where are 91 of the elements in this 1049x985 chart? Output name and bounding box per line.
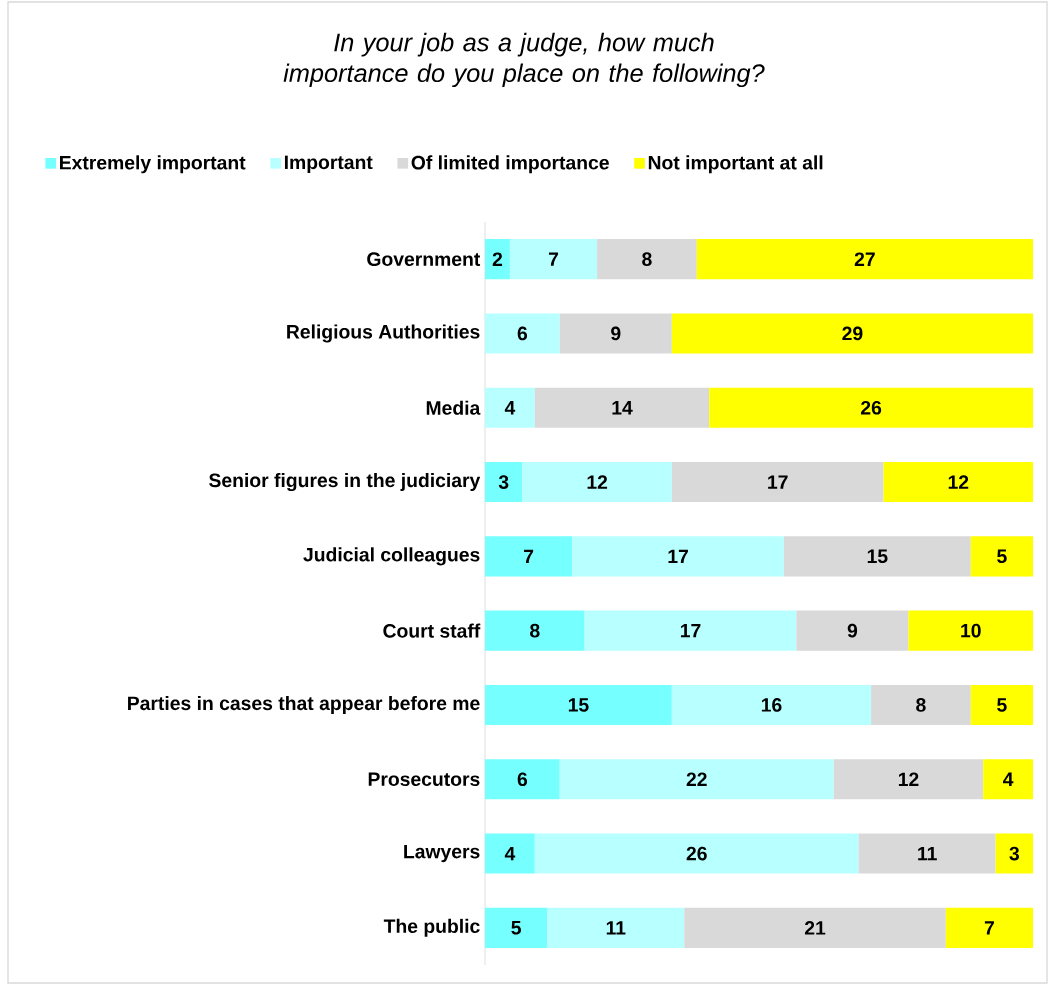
data-label: 22 (686, 772, 707, 787)
bar (485, 239, 510, 280)
y-tick-label: Parties in cases that appear before me (128, 695, 480, 714)
bar (883, 461, 1034, 503)
y-tick-label: Lawyers (404, 844, 480, 863)
data-label: 15 (568, 698, 589, 712)
data-label: 17 (768, 475, 788, 489)
chart-title: In your job as a judge, how much importance do you place on the following? (283, 32, 765, 88)
data-label: 2 (492, 252, 503, 266)
y-tick-label: Prosecutors (368, 772, 480, 786)
bar (858, 833, 996, 874)
y-tick-label: The public (383, 918, 480, 937)
y-tick-label: Senior figures in the judiciary (209, 473, 481, 492)
bar (559, 313, 672, 354)
data-label: 12 (587, 475, 608, 489)
data-label: 7 (548, 252, 559, 266)
data-label: 3 (1009, 846, 1019, 861)
data-label: 8 (642, 252, 652, 266)
bar (970, 684, 1034, 726)
data-label: 5 (997, 549, 1007, 564)
data-label: 15 (867, 549, 888, 564)
data-label: 29 (842, 326, 863, 341)
y-tick-label: Government (367, 252, 481, 266)
data-label: 5 (511, 921, 521, 935)
data-label: 6 (517, 326, 528, 341)
bar (559, 759, 834, 800)
bar (597, 239, 697, 280)
data-label: 3 (498, 475, 509, 489)
data-label: 9 (611, 326, 621, 341)
bar (796, 610, 909, 651)
data-label: 17 (680, 624, 701, 638)
bar (983, 759, 1034, 800)
y-tick-label: Court staff (383, 623, 481, 638)
data-label: 26 (861, 400, 882, 415)
bar (696, 239, 1034, 280)
bar (572, 536, 784, 577)
data-label: 11 (606, 921, 626, 935)
bar (684, 907, 946, 948)
bar (709, 387, 1034, 428)
bar (995, 833, 1034, 874)
bar (783, 536, 971, 577)
bar (833, 759, 984, 800)
bar (485, 907, 548, 948)
legend-label: Extremely important (60, 155, 246, 174)
bar (671, 313, 1034, 354)
legend-label: Important (284, 155, 373, 173)
data-label: 11 (918, 846, 937, 861)
data-label: 14 (612, 401, 633, 415)
data-label: 4 (504, 846, 516, 861)
bar (547, 907, 685, 948)
data-label: 10 (961, 623, 981, 638)
bar (485, 461, 523, 503)
y-tick-label: Media (426, 400, 481, 415)
data-label: 7 (524, 549, 534, 563)
data-label: 5 (997, 698, 1007, 712)
data-label: 8 (916, 698, 926, 712)
legend-label: Not important at all (648, 155, 823, 174)
bar (970, 536, 1034, 577)
legend-label: Of limited importance (411, 155, 609, 174)
bar (671, 684, 872, 726)
bar (534, 387, 710, 428)
bar (509, 239, 598, 280)
bar (485, 759, 560, 800)
data-label: 21 (804, 921, 826, 935)
bar (534, 833, 859, 874)
data-label: 17 (668, 549, 688, 563)
bar (908, 610, 1034, 651)
y-tick-label: Religious Authorities (287, 324, 480, 343)
bar (522, 461, 672, 503)
bar (945, 907, 1034, 948)
bar (584, 610, 797, 651)
bar (485, 833, 535, 874)
data-label: 27 (854, 252, 875, 266)
data-label: 6 (517, 772, 528, 787)
bar (871, 684, 971, 726)
data-label: 12 (948, 475, 969, 489)
data-label: 4 (1003, 772, 1014, 786)
data-label: 7 (984, 921, 994, 935)
data-label: 16 (761, 698, 782, 712)
data-label: 26 (686, 846, 707, 861)
bar (485, 684, 672, 726)
data-label: 9 (847, 623, 858, 638)
bar (485, 313, 560, 354)
data-label: 8 (530, 623, 540, 638)
bar (485, 536, 573, 577)
bar (485, 387, 535, 428)
bar (671, 461, 884, 503)
bar (485, 610, 585, 651)
data-label: 12 (898, 772, 919, 787)
data-label: 4 (504, 401, 516, 415)
y-tick-label: Judicial colleagues (303, 547, 480, 566)
